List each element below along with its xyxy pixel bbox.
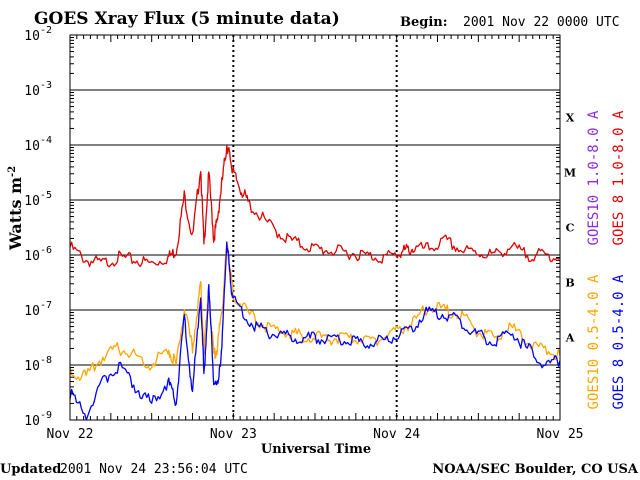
flare-class-b: B (565, 277, 574, 290)
y-tick-label: 10-5 (24, 190, 52, 209)
flare-class-x: X (566, 112, 575, 125)
y-tick-exponent: -7 (40, 300, 52, 311)
y-tick-exponent: -4 (40, 135, 52, 146)
flare-class-a: A (565, 332, 575, 345)
legend-entry: GOES 8 0.5-4.0 A (611, 274, 627, 409)
y-tick-label: 10-7 (24, 300, 52, 319)
x-tick-label: Nov 22 (47, 427, 94, 442)
y-tick-base: 10 (24, 29, 40, 44)
y-tick-base: 10 (24, 194, 40, 209)
updated-label: Updated (0, 462, 61, 477)
y-tick-label: 10-6 (24, 245, 52, 264)
series-line-1 (69, 241, 561, 381)
y-tick-label: 10-9 (24, 410, 52, 429)
series-line-0 (69, 144, 561, 268)
y-axis-label-text: Watts m (6, 177, 25, 251)
y-tick-label: 10-8 (24, 355, 52, 374)
y-axis-label-sup: -2 (7, 166, 18, 177)
series-lines (69, 144, 561, 421)
updated-value: 2001 Nov 24 23:56:04 UTC (60, 462, 248, 477)
x-tick-label: Nov 24 (373, 427, 420, 442)
y-tick-base: 10 (24, 304, 40, 319)
y-tick-label: 10-2 (24, 25, 52, 44)
plot-frame (69, 34, 561, 421)
credit-text: NOAA/SEC Boulder, CO USA (432, 462, 639, 477)
legend-entry: GOES 8 1.0-8.0 A (611, 110, 627, 245)
y-tick-base: 10 (24, 139, 40, 154)
flare-class-m: M (564, 167, 576, 180)
legend: GOES10 1.0-8.0 A GOES 8 1.0-8.0 A GOES10 0… (586, 110, 627, 409)
y-axis-label: Watts m-2 (6, 166, 25, 251)
y-tick-exponent: -3 (40, 80, 52, 91)
y-tick-base: 10 (24, 359, 40, 374)
legend-entry: GOES10 0.5-4.0 A (586, 274, 602, 409)
x-axis-label: Universal Time (261, 442, 371, 457)
y-tick-exponent: -5 (40, 190, 52, 201)
begin-label: Begin: (400, 15, 448, 30)
y-tick-label: 10-3 (24, 80, 52, 99)
x-tick-label: Nov 23 (210, 427, 257, 442)
y-tick-exponent: -2 (40, 25, 52, 36)
chart-title: GOES Xray Flux (5 minute data) (34, 9, 340, 29)
y-tick-exponent: -6 (40, 245, 52, 256)
y-tick-label: 10-4 (24, 135, 52, 154)
y-tick-base: 10 (24, 84, 40, 99)
flare-class-labels: X M C B A (564, 112, 576, 345)
flare-class-c: C (566, 222, 575, 235)
y-tick-base: 10 (24, 249, 40, 264)
x-tick-label: Nov 25 (537, 427, 584, 442)
legend-entry: GOES10 1.0-8.0 A (586, 110, 602, 245)
y-tick-exponent: -9 (40, 410, 52, 421)
series-line-2 (69, 241, 561, 421)
grid-lines (70, 35, 560, 420)
y-tick-exponent: -8 (40, 355, 52, 366)
y-tick-base: 10 (24, 414, 40, 429)
axes-frame (69, 34, 561, 421)
begin-value: 2001 Nov 22 0000 UTC (463, 15, 620, 30)
